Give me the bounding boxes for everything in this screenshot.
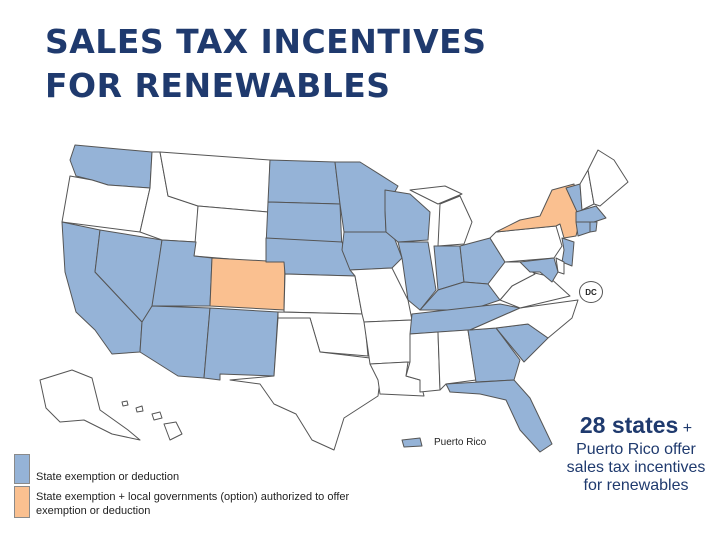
state-new-jersey	[561, 237, 575, 267]
state-new-mexico	[203, 307, 279, 381]
states-count: 28 states	[579, 412, 679, 438]
state-maine	[587, 149, 629, 207]
title-line-1: SALES TAX INCENTIVES	[45, 22, 487, 61]
state-alabama	[437, 329, 477, 391]
legend-label-exemption-local: State exemption + local governments (opt…	[36, 491, 350, 517]
state-wyoming	[193, 205, 269, 263]
dc-label: DC	[579, 281, 603, 303]
state-puerto-rico	[401, 437, 423, 448]
state-florida	[445, 379, 553, 453]
us-states-map	[39, 144, 629, 453]
title-line-2: FOR RENEWABLES	[45, 66, 391, 105]
hawaii-big-island	[163, 421, 183, 441]
state-kansas	[283, 273, 363, 315]
puerto-rico-label: Puerto Rico	[434, 437, 487, 448]
state-massachusetts	[575, 205, 607, 223]
state-texas	[229, 317, 381, 451]
state-delaware	[555, 257, 565, 275]
legend-swatch-exemption	[14, 454, 30, 484]
page-title: SALES TAX INCENTIVES FOR RENEWABLES	[45, 20, 486, 108]
state-north-carolina	[469, 299, 579, 339]
state-north-dakota	[267, 159, 341, 205]
state-colorado	[209, 257, 286, 311]
callout-text: Puerto Rico offer sales tax incentives f…	[566, 441, 706, 494]
state-alaska	[39, 369, 141, 441]
state-maryland	[519, 257, 559, 283]
hawaii-oahu	[135, 405, 144, 413]
states-callout: 28 states + Puerto Rico offer sales tax …	[560, 412, 712, 495]
legend-label-exemption: State exemption or deduction	[36, 471, 180, 483]
states-plus: +	[682, 420, 693, 437]
state-hawaii	[121, 400, 183, 441]
hawaii-kauai	[121, 400, 129, 407]
state-arkansas	[363, 319, 413, 365]
hawaii-maui	[151, 411, 163, 421]
state-arizona	[139, 305, 211, 379]
state-rhode-island	[589, 221, 598, 233]
state-connecticut	[575, 221, 591, 237]
state-michigan	[409, 185, 473, 247]
legend-swatch-exemption-local	[14, 486, 30, 518]
state-wisconsin	[384, 189, 431, 243]
